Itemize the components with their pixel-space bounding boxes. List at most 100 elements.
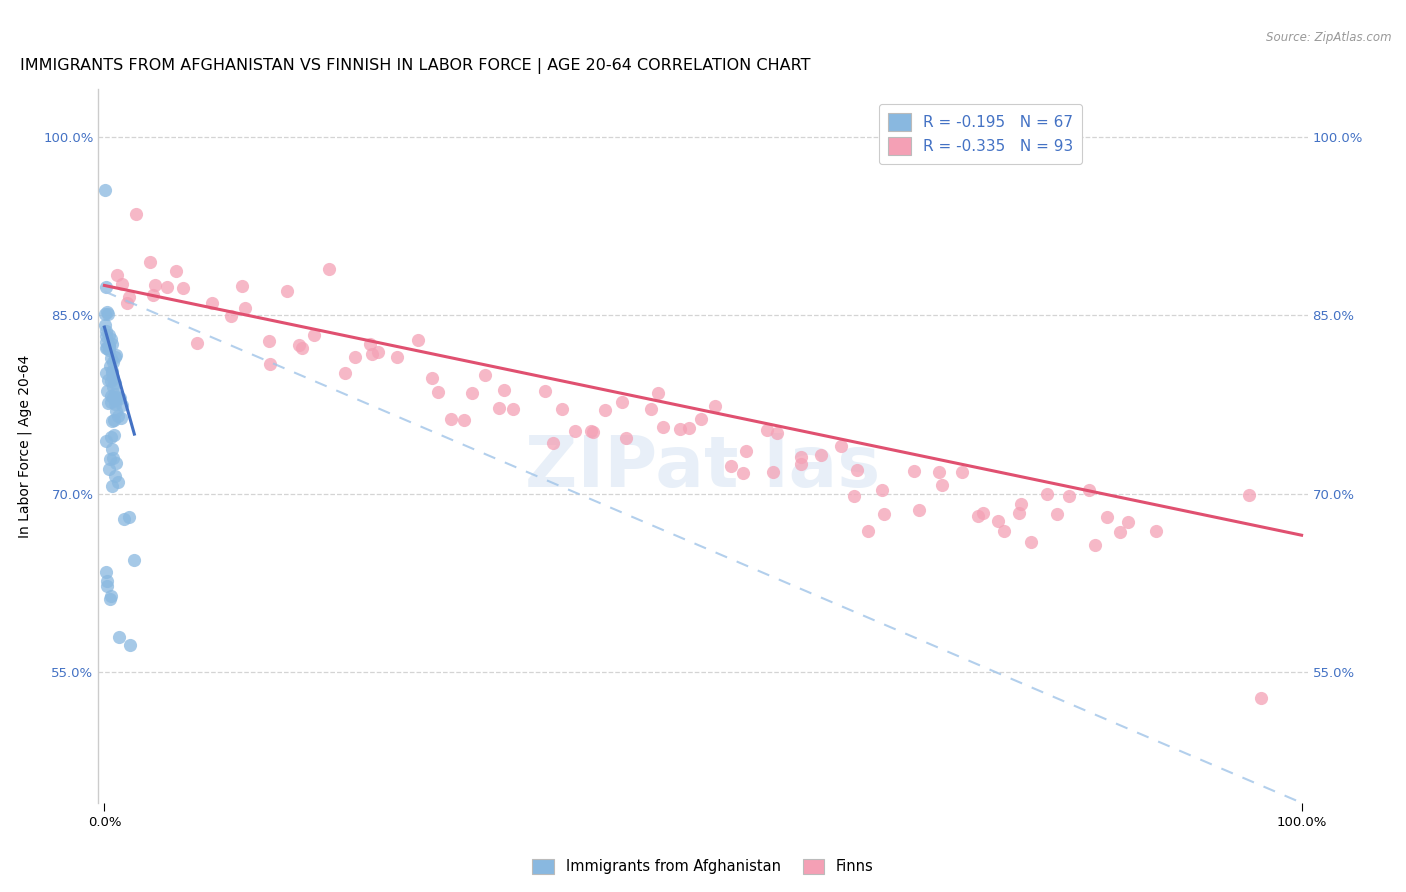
Point xyxy=(790,450,813,464)
Point xyxy=(112,512,135,526)
Point xyxy=(790,457,813,471)
Point xyxy=(993,524,1015,538)
Legend: Immigrants from Afghanistan, Finns: Immigrants from Afghanistan, Finns xyxy=(526,853,880,880)
Point xyxy=(640,402,662,417)
Point xyxy=(94,280,117,294)
Point xyxy=(108,630,131,644)
Point xyxy=(97,462,120,476)
Point xyxy=(96,341,118,355)
Point xyxy=(534,384,557,399)
Point xyxy=(870,483,893,497)
Point xyxy=(139,254,162,268)
Point xyxy=(276,285,298,299)
Point xyxy=(111,277,134,291)
Point xyxy=(100,332,122,346)
Point xyxy=(581,425,603,440)
Point xyxy=(678,421,700,435)
Point xyxy=(104,348,127,362)
Point xyxy=(118,509,141,524)
Point xyxy=(110,410,132,425)
Point xyxy=(96,574,118,588)
Point xyxy=(846,463,869,477)
Point xyxy=(104,376,127,391)
Point xyxy=(231,279,253,293)
Point xyxy=(1010,497,1032,511)
Point xyxy=(97,337,120,351)
Point xyxy=(143,278,166,293)
Point xyxy=(96,384,118,399)
Point xyxy=(186,335,208,350)
Point xyxy=(427,385,450,400)
Point xyxy=(142,288,165,302)
Point xyxy=(1077,483,1099,498)
Point xyxy=(100,337,122,351)
Point xyxy=(98,339,121,353)
Y-axis label: In Labor Force | Age 20-64: In Labor Force | Age 20-64 xyxy=(17,354,32,538)
Point xyxy=(103,427,125,442)
Point xyxy=(908,503,931,517)
Point xyxy=(104,350,127,364)
Point xyxy=(1237,488,1260,502)
Point xyxy=(1108,524,1130,539)
Point xyxy=(614,431,637,445)
Point xyxy=(103,371,125,385)
Point xyxy=(100,375,122,389)
Point xyxy=(98,451,121,466)
Point xyxy=(219,310,242,324)
Point xyxy=(903,464,925,478)
Point xyxy=(104,397,127,411)
Point xyxy=(125,206,148,220)
Point xyxy=(756,423,779,437)
Point xyxy=(872,507,894,521)
Point xyxy=(494,383,516,397)
Point xyxy=(233,301,256,315)
Point xyxy=(115,295,138,310)
Point xyxy=(111,398,134,412)
Point xyxy=(96,324,118,338)
Point xyxy=(810,449,832,463)
Point xyxy=(440,412,463,426)
Point xyxy=(1007,506,1029,520)
Point xyxy=(488,401,510,415)
Point xyxy=(1095,510,1118,524)
Point xyxy=(118,638,141,652)
Point xyxy=(1146,524,1168,538)
Point xyxy=(359,337,381,351)
Point xyxy=(103,380,125,394)
Point xyxy=(97,395,120,409)
Point xyxy=(367,344,389,359)
Point xyxy=(94,565,117,579)
Point xyxy=(94,334,117,349)
Point xyxy=(1036,487,1059,501)
Point xyxy=(302,327,325,342)
Text: Source: ZipAtlas.com: Source: ZipAtlas.com xyxy=(1267,31,1392,45)
Point xyxy=(93,318,115,333)
Point xyxy=(96,434,118,448)
Point xyxy=(595,403,617,417)
Point xyxy=(950,465,973,479)
Point xyxy=(579,424,602,438)
Point xyxy=(669,422,692,436)
Point xyxy=(735,444,758,458)
Point xyxy=(343,351,366,365)
Point xyxy=(100,351,122,365)
Point xyxy=(1250,691,1272,706)
Point xyxy=(928,465,950,479)
Point xyxy=(201,296,224,310)
Point xyxy=(420,371,443,385)
Point xyxy=(1019,535,1042,549)
Point xyxy=(551,401,574,416)
Point xyxy=(100,364,122,378)
Point xyxy=(105,390,128,404)
Point xyxy=(97,307,120,321)
Point xyxy=(94,329,117,343)
Point xyxy=(406,333,429,347)
Point xyxy=(474,368,496,382)
Text: IMMIGRANTS FROM AFGHANISTAN VS FINNISH IN LABOR FORCE | AGE 20-64 CORRELATION CH: IMMIGRANTS FROM AFGHANISTAN VS FINNISH I… xyxy=(20,58,810,74)
Point xyxy=(104,392,127,407)
Point xyxy=(647,386,669,401)
Point xyxy=(96,341,118,355)
Point xyxy=(967,509,990,524)
Point xyxy=(100,389,122,403)
Point xyxy=(1046,507,1069,521)
